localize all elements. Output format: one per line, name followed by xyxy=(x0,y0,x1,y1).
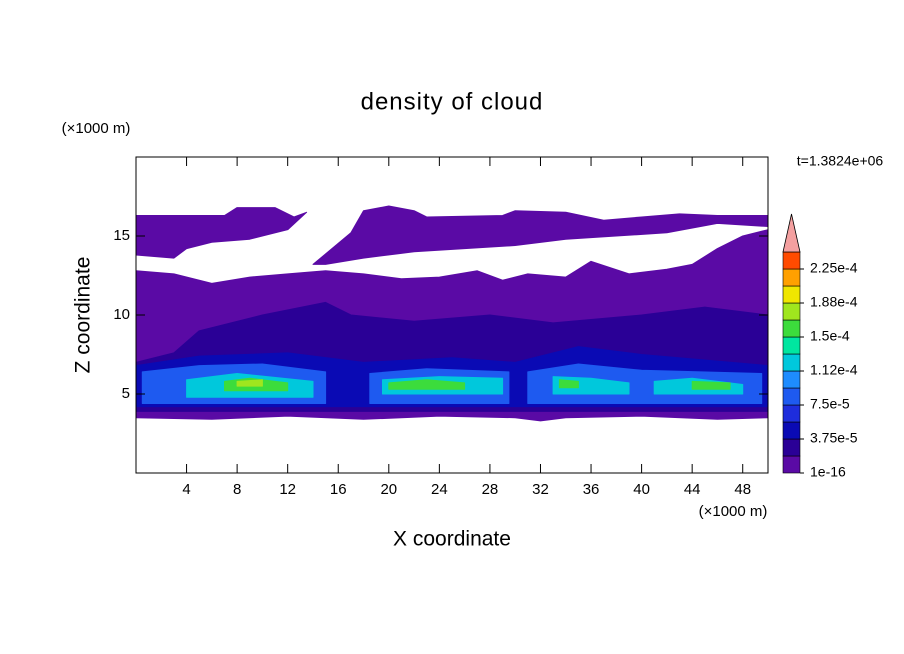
colorbar-box xyxy=(782,421,801,440)
x-tick-label: 44 xyxy=(684,481,701,498)
y-tick-label: 5 xyxy=(122,385,130,402)
field xyxy=(135,205,769,422)
contour-region xyxy=(691,380,731,390)
x-axis-label: X coordinate xyxy=(393,528,511,551)
y-tick-label: 10 xyxy=(113,306,130,323)
colorbar-box xyxy=(782,353,801,372)
x-tick-label: 32 xyxy=(532,481,549,498)
x-unit: (×1000 m) xyxy=(699,503,768,520)
colorbar-box xyxy=(782,268,801,287)
colorbar-label: 1.5e-4 xyxy=(810,328,850,344)
y-axis-label: Z coordinate xyxy=(72,257,95,374)
contour-region xyxy=(236,379,263,387)
x-tick-label: 8 xyxy=(233,481,241,498)
colorbar-box xyxy=(782,285,801,304)
colorbar-box xyxy=(782,387,801,406)
colorbar-over xyxy=(782,213,801,253)
chart-title: density of cloud xyxy=(361,88,544,115)
x-tick-label: 48 xyxy=(734,481,751,498)
colorbar-label: 1e-16 xyxy=(810,464,846,480)
x-tick-label: 16 xyxy=(330,481,347,498)
x-tick-label: 24 xyxy=(431,481,448,498)
contour-region xyxy=(558,379,579,389)
colorbar-label: 7.5e-5 xyxy=(810,396,850,412)
y-unit: (×1000 m) xyxy=(62,120,131,137)
contour-region xyxy=(388,379,466,390)
colorbar-box xyxy=(782,302,801,321)
x-tick-label: 4 xyxy=(182,481,190,498)
x-tick-label: 12 xyxy=(279,481,296,498)
colorbar-label: 1.88e-4 xyxy=(810,294,858,310)
colorbar-box xyxy=(782,370,801,389)
colorbar-box xyxy=(782,319,801,338)
colorbar-label: 1.12e-4 xyxy=(810,362,858,378)
colorbar-box xyxy=(782,438,801,457)
colorbar-label: 3.75e-5 xyxy=(810,430,858,446)
x-tick-label: 20 xyxy=(380,481,397,498)
colorbar-box xyxy=(782,404,801,423)
x-tick-label: 36 xyxy=(583,481,600,498)
colorbar-box xyxy=(782,455,801,474)
colorbar-box xyxy=(782,251,801,270)
contour-region xyxy=(312,205,769,265)
y-tick-label: 15 xyxy=(113,227,130,244)
colorbar-label: 2.25e-4 xyxy=(810,260,858,276)
x-tick-label: 28 xyxy=(482,481,499,498)
x-tick-label: 40 xyxy=(633,481,650,498)
contour-region xyxy=(135,207,308,259)
axes: 1e-16 3.75e-5 7.5e-5 1.12e-4 1.5e-4 1.88e-4 2.… xyxy=(113,156,858,498)
time-label: t=1.3824e+06 xyxy=(797,153,884,169)
colorbar-box xyxy=(782,336,801,355)
